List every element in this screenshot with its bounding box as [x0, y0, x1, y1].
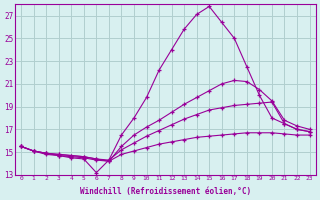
- X-axis label: Windchill (Refroidissement éolien,°C): Windchill (Refroidissement éolien,°C): [80, 187, 251, 196]
